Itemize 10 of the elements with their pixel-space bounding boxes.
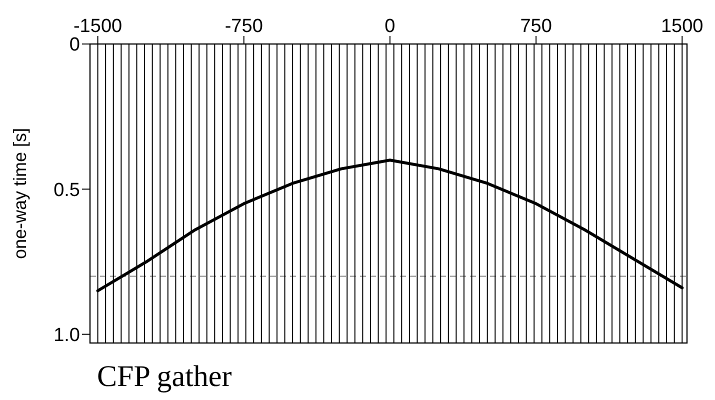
y-axis-title: one-way time [s] [10,128,30,260]
text: CFP gather [97,360,232,393]
x-tick-label: 0 [384,16,396,37]
y-tick-label: 1.0 [54,324,80,346]
x-tick-label: -750 [224,16,263,37]
x-tick-label: 1500 [660,16,704,37]
x-tick-label: 750 [520,16,552,37]
y-tick-label: 0.5 [54,180,80,201]
x-tick-label: -1500 [73,16,122,37]
y-tick-label: 0 [69,34,80,56]
